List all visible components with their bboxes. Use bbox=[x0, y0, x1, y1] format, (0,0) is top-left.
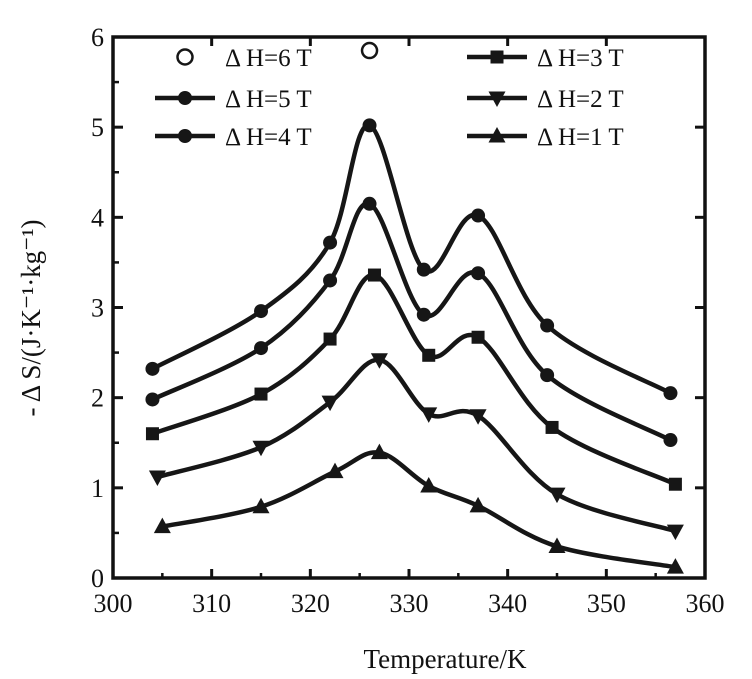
legend-marker-1 bbox=[178, 91, 192, 105]
series-3-point-2 bbox=[323, 332, 337, 346]
series-line-2 bbox=[150, 201, 673, 443]
axis-ticks bbox=[111, 35, 707, 580]
legend-label-5: Δ H=1 T bbox=[537, 124, 624, 151]
legend-label-4: Δ H=2 T bbox=[537, 86, 624, 113]
legend-label-1: Δ H=5 T bbox=[225, 86, 312, 113]
series-4-point-5 bbox=[469, 409, 487, 425]
series-1-point-5 bbox=[471, 208, 486, 223]
series-2-point-0 bbox=[145, 392, 160, 407]
legend: Δ H=6 T Δ H=5 T Δ H=4 T Δ H=3 T Δ H=2 T Δ H=1… bbox=[155, 45, 624, 151]
legend-label-0: Δ H=6 T bbox=[225, 45, 312, 72]
y-tick-label: 1 bbox=[91, 474, 104, 503]
legend-marker-3 bbox=[490, 50, 504, 64]
series-5-point-1 bbox=[252, 497, 270, 514]
legend-marker-0 bbox=[176, 48, 194, 66]
series-4-point-7 bbox=[666, 524, 684, 541]
legend-label-2: Δ H=4 T bbox=[225, 124, 312, 151]
series-5-point-4 bbox=[420, 477, 438, 493]
x-tick-label: 330 bbox=[390, 589, 429, 618]
x-tick-label: 300 bbox=[94, 589, 133, 618]
series-5-point-3 bbox=[370, 443, 388, 460]
y-tick-label: 0 bbox=[91, 564, 104, 593]
series-4-point-1 bbox=[252, 440, 270, 457]
y-tick-label: 6 bbox=[91, 23, 104, 52]
series-1-point-1 bbox=[254, 304, 268, 319]
series-2-point-1 bbox=[254, 341, 268, 356]
series-markers bbox=[145, 41, 684, 574]
series-2-point-4 bbox=[416, 307, 431, 322]
series-4-point-6 bbox=[548, 487, 566, 504]
y-axis-title: - Δ S/(J·K⁻¹·kg⁻¹) bbox=[16, 219, 46, 416]
series-3-point-5 bbox=[471, 330, 485, 344]
series-0-point-0 bbox=[360, 41, 379, 60]
series-4-point-4 bbox=[420, 407, 438, 423]
x-tick-label: 340 bbox=[488, 589, 527, 618]
y-tick-label: 4 bbox=[91, 203, 104, 232]
series-3-point-4 bbox=[422, 348, 436, 362]
series-2-point-5 bbox=[471, 266, 486, 281]
series-1-point-7 bbox=[663, 386, 678, 401]
y-tick-label: 3 bbox=[91, 294, 104, 323]
plot-area-border bbox=[111, 35, 707, 580]
series-5-point-5 bbox=[469, 496, 487, 513]
legend-label-3: Δ H=3 T bbox=[537, 45, 624, 72]
plot-frame bbox=[111, 35, 707, 580]
series-3-point-3 bbox=[367, 268, 381, 282]
series-4-point-0 bbox=[148, 470, 166, 487]
series-line-1 bbox=[150, 123, 673, 396]
series-1-point-6 bbox=[540, 318, 555, 333]
x-tick-labels: 300 310 320 330 340 350 360 bbox=[94, 589, 725, 618]
series-2-point-2 bbox=[323, 273, 338, 288]
x-tick-label: 350 bbox=[587, 589, 626, 618]
series-5-point-0 bbox=[153, 517, 171, 534]
series-1-point-0 bbox=[145, 361, 160, 376]
y-tick-labels: 0 1 2 3 4 5 6 bbox=[91, 23, 104, 593]
series-4-point-3 bbox=[370, 353, 388, 369]
y-tick-label: 5 bbox=[91, 113, 104, 142]
legend-marker-2 bbox=[178, 129, 192, 143]
series-3-point-1 bbox=[254, 387, 268, 401]
series-line-3 bbox=[150, 272, 678, 487]
series-lines bbox=[150, 123, 678, 570]
series-3-point-7 bbox=[668, 477, 682, 491]
series-3-point-6 bbox=[545, 420, 559, 434]
series-2-point-7 bbox=[663, 433, 678, 448]
x-tick-label: 320 bbox=[291, 589, 330, 618]
x-tick-label: 360 bbox=[686, 589, 725, 618]
series-line-4 bbox=[155, 357, 678, 534]
legend-marker-4 bbox=[488, 91, 506, 107]
x-axis-title: Temperature/K bbox=[363, 644, 527, 674]
series-3-point-0 bbox=[145, 427, 159, 441]
series-2-point-6 bbox=[540, 368, 555, 383]
series-4-point-2 bbox=[321, 395, 339, 412]
series-1-point-3 bbox=[362, 118, 377, 133]
y-tick-label: 2 bbox=[91, 384, 104, 413]
series-5-point-2 bbox=[326, 462, 344, 479]
series-5-point-6 bbox=[548, 537, 566, 553]
series-1-point-4 bbox=[416, 262, 431, 277]
x-tick-label: 310 bbox=[192, 589, 231, 618]
legend-marker-5 bbox=[488, 127, 506, 143]
series-2-point-3 bbox=[362, 196, 377, 211]
series-1-point-2 bbox=[323, 235, 338, 250]
series-5-point-7 bbox=[666, 558, 684, 574]
